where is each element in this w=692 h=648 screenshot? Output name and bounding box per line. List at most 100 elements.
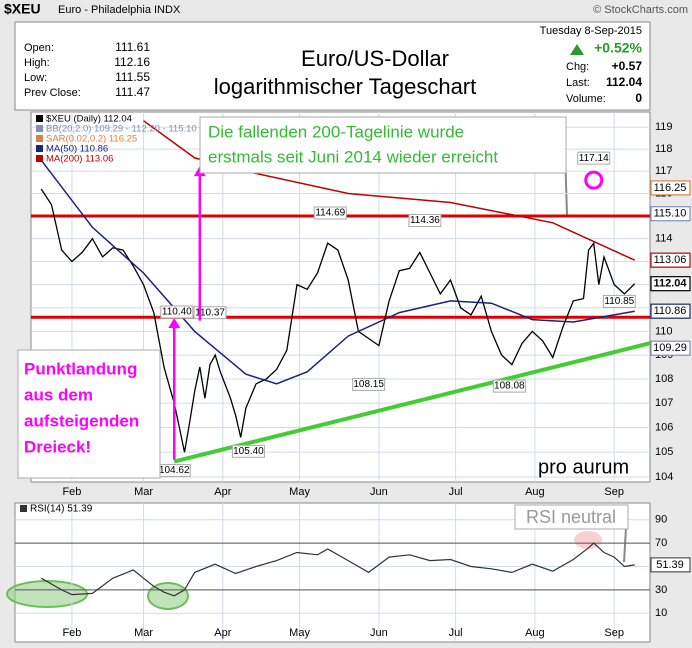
y-tick-label: 119 bbox=[655, 121, 673, 133]
change-pct: +0.52% bbox=[594, 40, 642, 56]
x-tick-label: Jun bbox=[370, 486, 388, 498]
note-text: Dreieck! bbox=[24, 437, 91, 456]
highlight-circle bbox=[584, 170, 604, 190]
y-tick-label: 117 bbox=[655, 165, 673, 177]
price-tag-label: 109.29 bbox=[653, 342, 687, 354]
note-text: Die fallenden 200-Tagelinie wurde bbox=[208, 122, 464, 141]
stat-value: +0.57 bbox=[612, 59, 643, 73]
y-tick-label: 105 bbox=[655, 446, 673, 458]
quote-value: 112.16 bbox=[114, 55, 150, 69]
x-tick-label: Mar bbox=[134, 486, 153, 498]
source: © StockCharts.com bbox=[593, 4, 688, 16]
x-tick-label: Feb bbox=[62, 486, 81, 498]
rsi-tick-label: 10 bbox=[655, 607, 667, 619]
annotation-label: 108.15 bbox=[353, 379, 384, 390]
note-box bbox=[514, 504, 629, 530]
rsi-last-label: 51.39 bbox=[656, 559, 684, 571]
y-tick-label: 108 bbox=[655, 373, 673, 385]
annotation-label: 110.37 bbox=[195, 307, 225, 318]
legend-label: BB(20,2.0) 109.29 - 112.20 - 115.10 bbox=[46, 124, 197, 135]
price-tag-label: 116.25 bbox=[654, 182, 687, 194]
legend-label: $XEU (Daily) 112.04 bbox=[46, 114, 132, 125]
note-text: erstmals seit Juni 2014 wieder erreicht bbox=[208, 147, 498, 166]
price-line bbox=[40, 188, 636, 453]
stat-label: Chg: bbox=[566, 61, 589, 73]
annotation-box bbox=[577, 151, 611, 165]
symbol: $XEU bbox=[4, 1, 41, 17]
moving-average bbox=[40, 159, 635, 385]
date: Tuesday 8-Sep-2015 bbox=[540, 25, 642, 37]
annotation-box bbox=[492, 379, 526, 393]
annotation-label: 114.36 bbox=[410, 215, 440, 226]
y-tick-label: 104 bbox=[655, 471, 673, 483]
legend-swatch bbox=[36, 115, 43, 122]
stat-label: Last: bbox=[566, 77, 590, 89]
rsi-last-tag bbox=[650, 557, 691, 573]
quote-value: 111.47 bbox=[115, 85, 150, 99]
x-tick-label: Jun bbox=[370, 627, 388, 639]
x-tick-label: May bbox=[289, 486, 310, 498]
x-tick-label: Mar bbox=[134, 627, 153, 639]
price-tag bbox=[650, 340, 691, 356]
logo: pro aurum bbox=[538, 456, 629, 478]
symbol-name: Euro - Philadelphia INDX bbox=[58, 4, 181, 16]
x-tick-label: Jul bbox=[449, 627, 463, 639]
price-tag-label: 113.06 bbox=[654, 254, 687, 266]
legend-label: SAR(0.02,0.2) 116.25 bbox=[46, 134, 137, 145]
price-tag bbox=[650, 206, 691, 222]
annotation-label: 110.85 bbox=[604, 296, 634, 307]
rsi-legend-swatch bbox=[20, 505, 27, 512]
annotation-box bbox=[602, 294, 636, 308]
x-tick-label: Sep bbox=[604, 627, 624, 639]
note-box bbox=[17, 349, 161, 479]
legend-label: MA(50) 110.86 bbox=[46, 144, 108, 155]
price-tag bbox=[650, 180, 691, 196]
rsi-tick-label: 30 bbox=[655, 584, 667, 596]
rsi-tick-label: 70 bbox=[655, 537, 667, 549]
y-tick-label: 118 bbox=[655, 143, 673, 155]
chart-subtitle: logarithmischer Tageschart bbox=[214, 74, 477, 99]
annotation-box bbox=[160, 305, 194, 319]
x-tick-label: Feb bbox=[62, 627, 81, 639]
x-tick-label: Sep bbox=[604, 486, 624, 498]
up-arrow bbox=[570, 44, 584, 55]
legend-label: MA(200) 113.06 bbox=[46, 154, 113, 165]
rsi-note: RSI neutral bbox=[526, 507, 616, 527]
note-text: aus dem bbox=[24, 385, 93, 404]
price-tag bbox=[650, 276, 691, 292]
chart-title: Euro/US-Dollar bbox=[301, 46, 449, 71]
quote-label: High: bbox=[24, 57, 50, 69]
quote-label: Prev Close: bbox=[24, 87, 81, 99]
y-tick-label: 107 bbox=[655, 397, 673, 409]
annotation-label: 108.08 bbox=[494, 381, 525, 392]
quote-value: 111.61 bbox=[115, 40, 150, 54]
x-tick-label: Apr bbox=[214, 486, 231, 498]
arrow-head bbox=[168, 317, 181, 328]
price-tag-label: 110.86 bbox=[654, 305, 687, 317]
annotation-box bbox=[313, 206, 347, 220]
price-tag-label: 115.10 bbox=[654, 208, 687, 220]
price-tag-label: 112.04 bbox=[653, 278, 687, 290]
annotation-label: 110.40 bbox=[162, 307, 192, 318]
y-tick-label: 114 bbox=[655, 233, 673, 245]
stat-label: Volume: bbox=[566, 93, 606, 105]
quote-label: Open: bbox=[24, 42, 54, 54]
annotation-box bbox=[231, 444, 265, 458]
quote-value: 111.55 bbox=[115, 70, 150, 84]
quote-label: Low: bbox=[24, 72, 47, 84]
note-pointer bbox=[623, 527, 627, 563]
annotation-label: 104.62 bbox=[159, 465, 190, 476]
price-tag bbox=[650, 252, 691, 268]
x-tick-label: Jul bbox=[449, 486, 463, 498]
trendline bbox=[173, 341, 651, 464]
price-tag bbox=[650, 303, 691, 319]
legend-swatch bbox=[36, 155, 43, 162]
stat-value: 0 bbox=[635, 91, 642, 105]
legend-swatch bbox=[36, 125, 43, 132]
legend-swatch bbox=[36, 145, 43, 152]
annotation-label: 117.14 bbox=[579, 153, 609, 164]
annotation-box bbox=[193, 306, 227, 320]
annotation-box bbox=[408, 213, 442, 227]
